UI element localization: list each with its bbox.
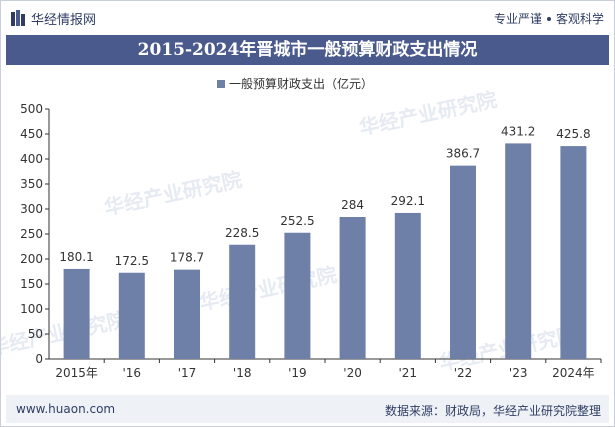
x-tick-label: 2024年 [552, 366, 595, 380]
y-tick-label: 500 [20, 102, 43, 116]
data-label: 180.1 [59, 250, 93, 264]
slogan: 专业严谨 客观科学 [494, 10, 604, 27]
bar [174, 269, 200, 359]
bar [229, 244, 256, 359]
footer-source: 数据来源：财政局，华经产业研究院整理 [384, 404, 601, 418]
y-tick-label: 100 [20, 302, 43, 316]
bar [505, 143, 532, 359]
legend-label: 一般预算财政支出（亿元） [229, 76, 373, 91]
bar [284, 232, 311, 359]
bar [118, 272, 145, 359]
footer-site: www.huaon.com [16, 402, 116, 416]
legend-swatch [217, 80, 225, 88]
brand-name: 华经情报网 [31, 13, 97, 28]
slogan-left: 专业严谨 [493, 12, 542, 26]
data-label: 425.8 [556, 127, 590, 141]
data-label: 172.5 [115, 254, 149, 268]
bar [560, 146, 587, 359]
data-label: 431.2 [501, 124, 535, 138]
data-label: 284 [341, 198, 364, 212]
y-tick-label: 150 [20, 277, 43, 291]
data-label: 252.5 [280, 214, 314, 228]
data-label: 228.5 [225, 226, 259, 240]
chart-title: 2015-2024年晋城市一般预算财政支出情况 [137, 40, 478, 60]
dot-separator-icon [546, 16, 551, 21]
x-tick-label: 2015年 [55, 366, 98, 380]
y-tick-label: 400 [20, 152, 43, 166]
x-tick-label: '22 [454, 366, 473, 380]
watermark-text: 华经产业研究院 [197, 262, 339, 315]
bar [394, 212, 421, 359]
y-tick-label: 200 [20, 252, 43, 266]
x-tick-label: '16 [123, 366, 142, 380]
logo-icon [11, 10, 25, 26]
x-tick-label: '17 [178, 366, 197, 380]
data-label: 178.7 [170, 251, 204, 265]
y-tick-label: 50 [28, 327, 43, 341]
y-tick-label: 450 [20, 127, 43, 141]
slogan-right: 客观科学 [555, 12, 604, 26]
x-tick-label: '18 [233, 366, 252, 380]
y-tick-label: 300 [20, 202, 43, 216]
title-bar: 2015-2024年晋城市一般预算财政支出情况 [6, 35, 609, 65]
bar [63, 268, 90, 359]
watermark-text: 华经产业研究院 [102, 167, 244, 220]
top-bar: 华经情报网 专业严谨 客观科学 [1, 1, 614, 35]
y-tick-label: 250 [20, 227, 43, 241]
watermark-text: 华经产业研究院 [357, 87, 499, 140]
bar-chart: 华经产业研究院华经产业研究院华经产业研究院华经产业研究院华经产业研究院一般预算财… [1, 76, 602, 380]
x-tick-label: '19 [288, 366, 307, 380]
x-tick-label: '23 [509, 366, 528, 380]
bar [450, 165, 476, 359]
x-tick-label: '20 [343, 366, 362, 380]
data-label: 386.7 [446, 147, 480, 161]
y-tick-label: 0 [35, 352, 43, 366]
bar [339, 217, 366, 359]
x-tick-label: '21 [399, 366, 418, 380]
data-label: 292.1 [391, 194, 425, 208]
y-tick-label: 350 [20, 177, 43, 191]
footer-bar: www.huaon.com 数据来源：财政局，华经产业研究院整理 [6, 395, 609, 423]
